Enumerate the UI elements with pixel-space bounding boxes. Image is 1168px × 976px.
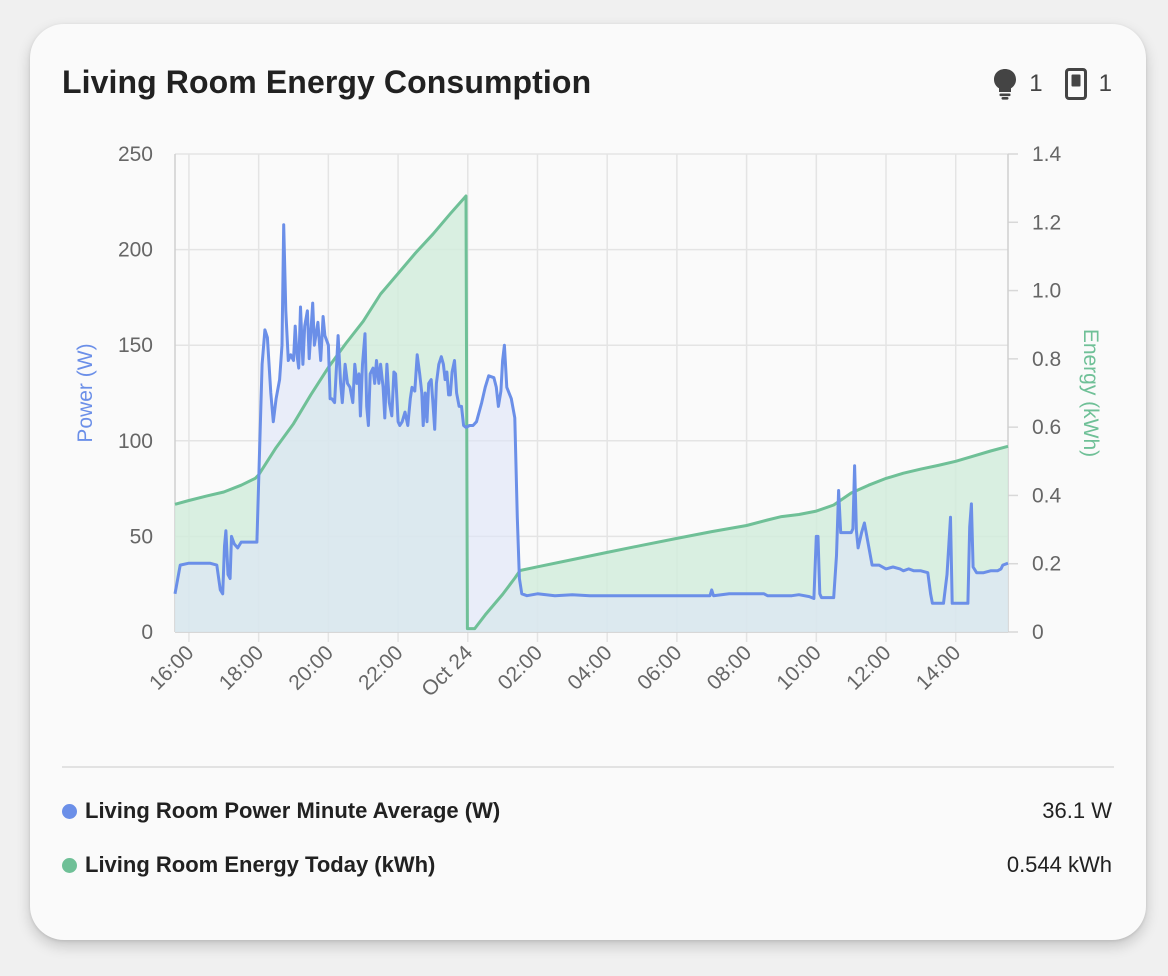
right-tick-label: 0.4 (1032, 484, 1062, 507)
right-tick-label: 0.2 (1032, 553, 1061, 576)
y-axis-label-right: Energy (kWh) (1079, 329, 1102, 457)
lightbulb-icon (994, 69, 1017, 100)
energy-legend-label: Living Room Energy Today (kWh) (85, 852, 436, 877)
x-tick-label: 06:00 (633, 641, 686, 694)
x-tick-label: 20:00 (284, 641, 337, 694)
x-tick-label: Oct 24 (417, 641, 477, 701)
left-tick-label: 100 (118, 430, 153, 453)
left-tick-label: 150 (118, 334, 153, 357)
power-legend-dot (62, 803, 77, 819)
power-line-layer (173, 223, 1009, 605)
energy-chart: 0 50 100 150 200 250 0 0.2 0.4 0.6 0.8 1.0 1.2 1.4 1… (74, 143, 1102, 701)
x-tick-label: 02:00 (494, 641, 547, 694)
right-tick-label: 0 (1032, 621, 1044, 644)
left-axis-ticks: 0 50 100 150 200 250 (118, 143, 153, 644)
x-tick-label: 12:00 (842, 641, 895, 694)
power-area (175, 224, 1008, 632)
x-tick-label: 04:00 (563, 641, 616, 694)
header-badges: 1 1 (993, 68, 1112, 100)
left-tick-label: 250 (118, 143, 153, 166)
right-tick-label: 1.4 (1032, 143, 1062, 166)
right-axis-ticks: 0 0.2 0.4 0.6 0.8 1.0 1.2 1.4 (1032, 143, 1062, 644)
x-tick-label: 18:00 (215, 641, 268, 694)
legend-item-energy[interactable]: Living Room Energy Today (kWh) 0.544 kWh (62, 850, 1112, 880)
card-title: Living Room Energy Consumption (62, 64, 592, 100)
legend-item-power[interactable]: Living Room Power Minute Average (W) 36.… (62, 796, 1112, 826)
right-tick-label: 1.2 (1032, 211, 1061, 234)
energy-card: Living Room Energy Consumption 1 1 0 50 10… (30, 24, 1146, 940)
right-tick-label: 0.6 (1032, 416, 1061, 439)
lights-count: 1 (1029, 70, 1043, 97)
switches-count: 1 (1098, 70, 1112, 97)
x-tick-label: 22:00 (354, 641, 407, 694)
energy-line-layer (174, 194, 1009, 631)
energy-legend-dot (62, 857, 77, 873)
switch-icon (1064, 68, 1087, 100)
lights-badge[interactable]: 1 (993, 68, 1043, 100)
right-tick-label: 1.0 (1032, 280, 1061, 303)
switches-badge[interactable]: 1 (1064, 68, 1112, 100)
x-tick-label: 14:00 (912, 641, 965, 694)
x-tick-label: 08:00 (703, 641, 756, 694)
left-tick-label: 50 (130, 525, 153, 548)
energy-current-value: 0.544 kWh (1006, 852, 1112, 877)
power-current-value: 36.1 W (1042, 798, 1112, 823)
legend-divider (62, 766, 1114, 768)
x-tick-label: 16:00 (145, 641, 198, 694)
power-area-layer (175, 224, 1008, 632)
right-tick-label: 0.8 (1032, 348, 1061, 371)
left-tick-label: 200 (118, 239, 153, 262)
x-tick-label: 10:00 (772, 641, 825, 694)
power-legend-label: Living Room Power Minute Average (W) (85, 798, 501, 823)
left-tick-label: 0 (141, 621, 153, 644)
y-axis-label-left: Power (W) (74, 343, 97, 442)
energy-line (174, 194, 1009, 631)
x-axis-ticks: 16:00 18:00 20:00 22:00 Oct 24 02:00 04:00 06:0… (145, 641, 965, 701)
power-line (173, 223, 1009, 605)
